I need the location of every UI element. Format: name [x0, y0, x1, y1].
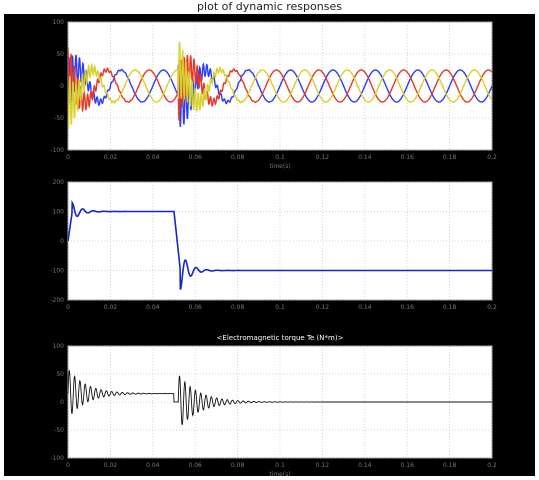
x-tick-label: 0.2: [487, 154, 497, 161]
tick-labels: 0 0.02 0.04 0.06 0.08 0.1 0.12 0.14 0.16 0.18 0.2 1…: [50, 343, 497, 469]
x-tick-label: 0.1: [275, 304, 285, 311]
y-tick-label: -100: [50, 147, 64, 154]
x-tick-label: 0.2: [487, 304, 497, 311]
plot-panel-torque: <Electromagnetic torque Te (N*m)> 0 0.02 0…: [50, 334, 497, 478]
x-tick-label: 0: [66, 154, 70, 161]
x-tick-label: 0.04: [146, 304, 160, 311]
y-tick-label: 100: [53, 19, 65, 26]
x-tick-label: 0.12: [316, 304, 330, 311]
x-tick-label: 0.16: [401, 304, 415, 311]
y-tick-label: 0: [60, 83, 64, 90]
y-tick-label: 50: [56, 371, 64, 378]
x-tick-label: 0.16: [401, 462, 415, 469]
x-tick-label: 0.1: [275, 462, 285, 469]
x-tick-label: 0.14: [358, 304, 372, 311]
grid-lines: [67, 345, 493, 459]
y-tick-label: -200: [50, 297, 64, 304]
series-group: [68, 200, 492, 290]
x-tick-label: 0.18: [443, 304, 457, 311]
x-tick-label: 0.18: [443, 462, 457, 469]
series-line-phase-1: [68, 54, 492, 128]
y-tick-label: 0: [60, 238, 64, 245]
x-tick-label: 0.04: [146, 462, 160, 469]
x-tick-label: 0.14: [358, 154, 372, 161]
x-tick-label: 0.16: [401, 154, 415, 161]
x-tick-label: 0.06: [189, 304, 203, 311]
figure-caption: plot of dynamic responses: [197, 0, 342, 13]
x-tick-label: 0.1: [275, 154, 285, 161]
series-line-phase-3: [68, 41, 492, 129]
series-line-torque: [68, 370, 492, 426]
x-tick-label: 0.18: [443, 154, 457, 161]
x-axis-label: time(s): [269, 471, 290, 478]
y-tick-label: 0: [60, 399, 64, 406]
y-tick-label: 50: [56, 51, 64, 58]
series-line-speed: [68, 200, 492, 290]
x-tick-label: 0.12: [316, 154, 330, 161]
y-tick-label: 100: [53, 343, 65, 350]
x-tick-label: 0.2: [487, 462, 497, 469]
x-tick-label: 0: [66, 462, 70, 469]
x-tick-label: 0.02: [104, 154, 118, 161]
x-tick-label: 0: [66, 304, 70, 311]
y-tick-label: 200: [53, 179, 65, 186]
y-tick-label: -100: [50, 268, 64, 275]
x-tick-label: 0.02: [104, 462, 118, 469]
x-tick-label: 0.04: [146, 154, 160, 161]
y-tick-label: -50: [54, 427, 64, 434]
plot-panel-currents: 0 0.02 0.04 0.06 0.08 0.1 0.12 0.14 0.16 0.18 0.2 1…: [50, 19, 497, 170]
y-tick-label: -50: [54, 115, 64, 122]
tick-labels: 0 0.02 0.04 0.06 0.08 0.1 0.12 0.14 0.16 0.18 0.2 2…: [50, 179, 497, 311]
plot-panel-speed: 0 0.02 0.04 0.06 0.08 0.1 0.12 0.14 0.16 0.18 0.2 2…: [50, 179, 497, 311]
x-tick-label: 0.08: [231, 154, 245, 161]
x-tick-label: 0.08: [231, 462, 245, 469]
x-tick-label: 0.02: [104, 304, 118, 311]
x-tick-label: 0.14: [358, 462, 372, 469]
series-group: [68, 41, 492, 129]
plot-title: <Electromagnetic torque Te (N*m)>: [217, 334, 344, 342]
x-axis-label: time(s): [269, 163, 290, 170]
x-tick-label: 0.08: [231, 304, 245, 311]
series-line-phase-2: [68, 47, 492, 121]
x-tick-label: 0.06: [189, 154, 203, 161]
series-group: [68, 370, 492, 426]
x-tick-label: 0.12: [316, 462, 330, 469]
y-tick-label: 100: [53, 209, 65, 216]
x-tick-label: 0.06: [189, 462, 203, 469]
axes-background: [67, 181, 493, 301]
y-tick-label: -100: [50, 455, 64, 462]
tick-labels: 0 0.02 0.04 0.06 0.08 0.1 0.12 0.14 0.16 0.18 0.2 1…: [50, 19, 497, 161]
